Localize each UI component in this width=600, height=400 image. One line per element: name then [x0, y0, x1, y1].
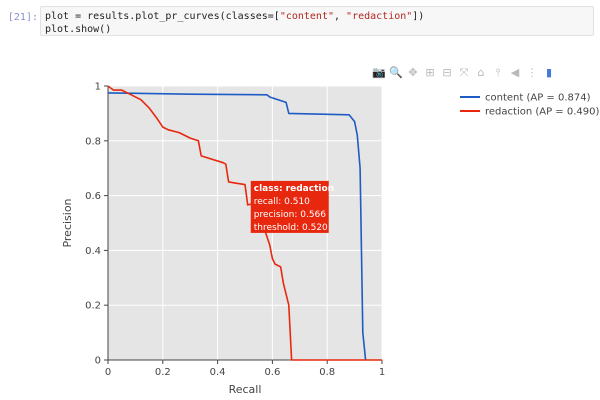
tooltip-box — [250, 180, 329, 233]
x-tick-label: 0.6 — [264, 367, 280, 378]
spike-lines-icon[interactable]: ⫯ — [495, 66, 501, 79]
y-tick-label: 0.2 — [85, 301, 101, 312]
code-string-content: "content" — [279, 11, 334, 22]
tooltip-line3: precision: 0.566 — [254, 210, 327, 220]
x-tick-label: 0 — [105, 367, 111, 378]
zoom-in-icon[interactable]: ⊞ — [425, 66, 435, 79]
series-line-redaction[interactable] — [107, 85, 382, 361]
execution-prompt: [21]: — [7, 12, 38, 23]
camera-icon[interactable]: 📷 — [372, 66, 386, 79]
x-tick-label: 0.4 — [210, 367, 226, 378]
y-tick-label: 0.8 — [85, 136, 101, 147]
legend-item[interactable]: redaction (AP = 0.490) — [485, 107, 599, 118]
plot-modebar: 📷 🔍 ✥ ⊞ ⊟ ⤧ ⌂ ⫯ ◀ ⋮ ▮ — [372, 64, 556, 82]
axes: 0 0.2 0.4 0.6 0.8 1 0 0.2 0.4 0.6 0.8 1 — [85, 82, 385, 379]
tooltip-line1: class: redaction — [254, 184, 334, 194]
zoom-out-icon[interactable]: ⊟ — [442, 66, 452, 79]
x-axis-label: Recall — [229, 383, 262, 396]
code-string-redaction: "redaction" — [346, 11, 413, 22]
x-tick-label: 1 — [379, 367, 385, 378]
tooltip-line2: recall: 0.510 — [254, 197, 310, 207]
series-line-content[interactable] — [107, 92, 367, 361]
code-line-1-suffix: ]) — [412, 11, 425, 22]
hover-closest-icon[interactable]: ◀ — [510, 66, 520, 79]
code-editor[interactable]: plot = results.plot_pr_curves(classes=["… — [40, 6, 594, 36]
x-tick-label: 0.2 — [155, 367, 171, 378]
autoscale-icon[interactable]: ⤧ — [459, 66, 469, 79]
code-separator: , — [334, 11, 347, 22]
code-cell: [21]: plot = results.plot_pr_curves(clas… — [0, 0, 600, 42]
y-tick-label: 0.6 — [85, 191, 101, 202]
legend-item[interactable]: content (AP = 0.874) — [485, 93, 591, 104]
series-lines — [107, 85, 382, 361]
hover-tooltip: class: redaction recall: 0.510 precision: … — [250, 180, 334, 233]
y-tick-label: 0.4 — [85, 246, 101, 257]
y-tick-label: 1 — [95, 82, 101, 93]
plotly-logo-icon[interactable]: ▮ — [545, 66, 553, 79]
legend[interactable]: content (AP = 0.874) redaction (AP = 0.49… — [460, 93, 599, 118]
code-line-1-prefix: plot = results.plot_pr_curves(classes=[ — [45, 11, 280, 22]
y-axis-label: Precision — [61, 198, 74, 247]
y-tick-label: 0 — [95, 356, 101, 367]
code-line-2: plot.show() — [45, 24, 112, 35]
x-tick-label: 0.8 — [319, 367, 335, 378]
reset-axes-icon[interactable]: ⌂ — [477, 66, 485, 79]
hover-compare-icon[interactable]: ⋮ — [526, 66, 538, 79]
plot-area[interactable] — [108, 86, 382, 360]
zoom-icon[interactable]: 🔍 — [389, 66, 403, 79]
tooltip-line4: threshold: 0.520 — [254, 223, 328, 233]
pan-icon[interactable]: ✥ — [408, 66, 418, 79]
